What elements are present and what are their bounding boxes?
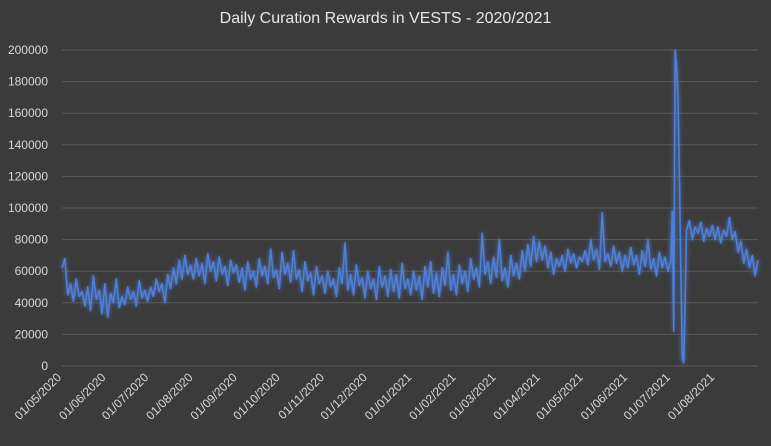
y-tick-label: 0 bbox=[41, 359, 48, 373]
chart-title: Daily Curation Rewards in VESTS - 2020/2… bbox=[219, 10, 552, 27]
x-tick-label: 01/12/2020 bbox=[318, 370, 371, 423]
y-tick-label: 100000 bbox=[8, 201, 48, 215]
x-tick-label: 01/08/2021 bbox=[665, 370, 718, 423]
y-tick-label: 140000 bbox=[8, 138, 48, 152]
x-axis: 01/05/202001/06/202001/07/202001/08/2020… bbox=[12, 370, 718, 423]
x-tick-label: 01/01/2021 bbox=[362, 370, 415, 423]
series-line bbox=[61, 49, 759, 364]
y-tick-label: 160000 bbox=[8, 106, 48, 120]
series-layer bbox=[61, 49, 759, 364]
x-tick-label: 01/07/2020 bbox=[99, 370, 152, 423]
y-tick-label: 80000 bbox=[15, 233, 49, 247]
x-tick-label: 01/10/2020 bbox=[230, 370, 283, 423]
x-tick-label: 01/08/2020 bbox=[143, 370, 196, 423]
y-axis: 0 20000 40000 60000 80000 100000 120000 140000 1… bbox=[8, 43, 48, 373]
y-tick-label: 20000 bbox=[15, 327, 49, 341]
y-tick-label: 40000 bbox=[15, 296, 49, 310]
y-tick-label: 60000 bbox=[15, 264, 49, 278]
x-tick-label: 01/07/2021 bbox=[621, 370, 674, 423]
y-tick-label: 180000 bbox=[8, 75, 48, 89]
x-tick-label: 01/05/2020 bbox=[12, 370, 65, 423]
x-tick-label: 01/05/2021 bbox=[533, 370, 586, 423]
y-tick-label: 120000 bbox=[8, 169, 48, 183]
y-tick-label: 200000 bbox=[8, 43, 48, 57]
gridlines bbox=[62, 49, 758, 367]
